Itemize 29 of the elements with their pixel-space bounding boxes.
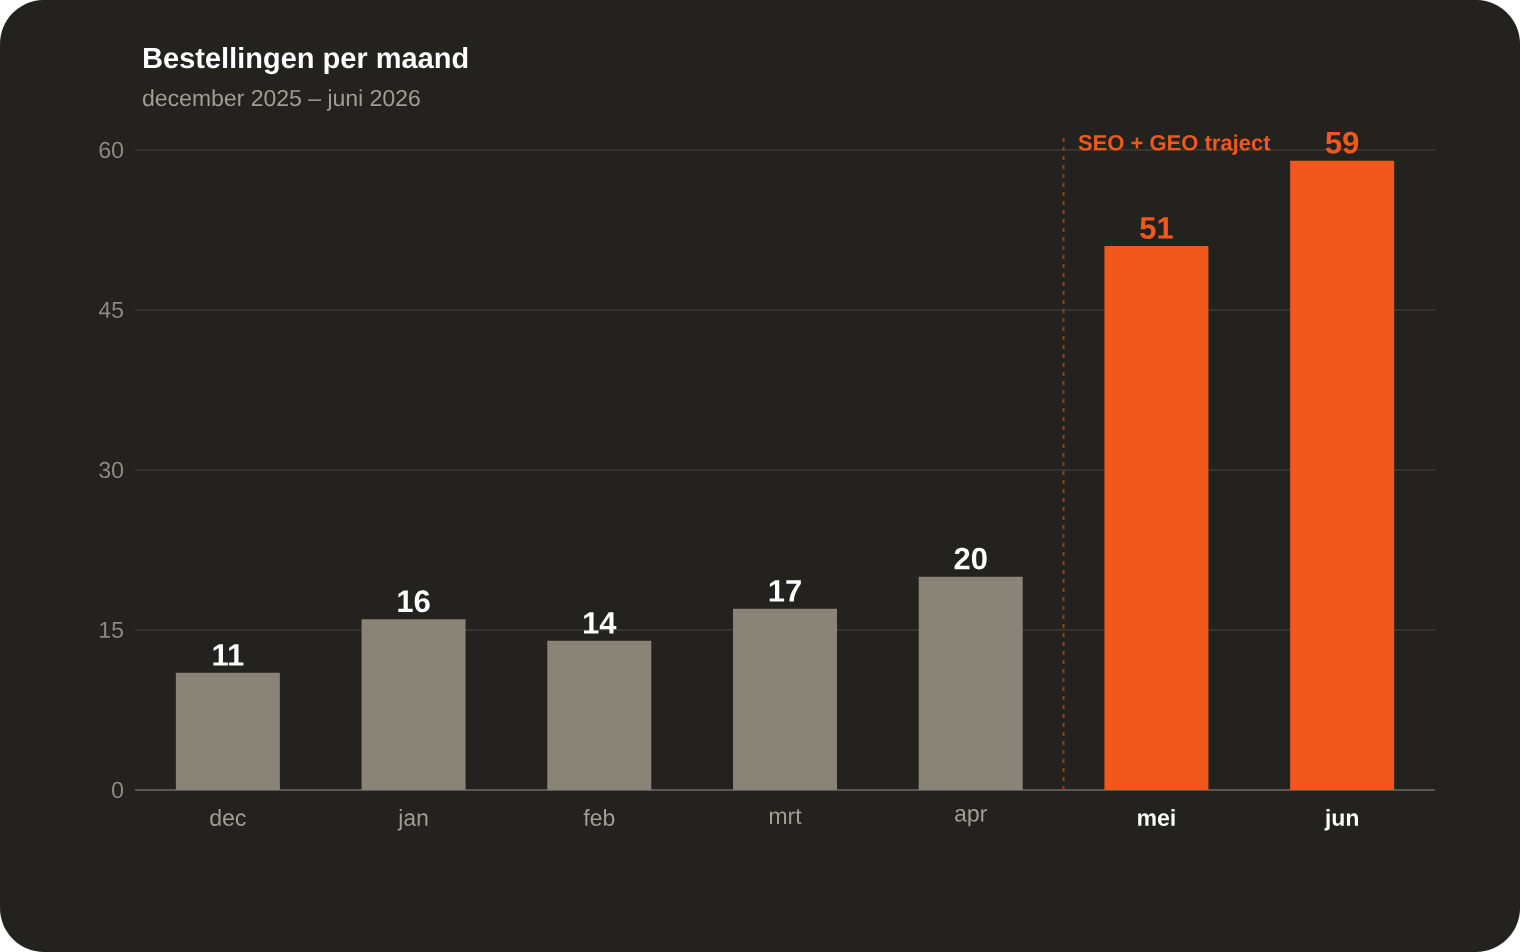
- y-tick-label: 0: [112, 781, 124, 799]
- y-tick-label: 30: [99, 461, 124, 479]
- x-tick-label: feb: [583, 809, 615, 826]
- data-label: 17: [769, 580, 801, 602]
- chart-subtitle: december 2025 – juni 2026: [143, 89, 420, 111]
- x-tick-label: dec: [210, 809, 246, 826]
- x-tick-label: jan: [397, 809, 428, 831]
- y-tick-label: 15: [100, 621, 123, 638]
- x-tick-label: jun: [1324, 809, 1358, 831]
- x-tick-label: mei: [1138, 809, 1175, 826]
- data-label: 14: [583, 612, 617, 634]
- bar: [733, 608, 837, 790]
- data-label: 59: [1325, 131, 1359, 154]
- chart-title: Bestellingen per maand: [144, 46, 468, 75]
- data-label: 16: [398, 590, 430, 613]
- x-tick-label: apr: [955, 809, 987, 827]
- y-tick-label: 60: [99, 141, 124, 159]
- ref-line-label: SEO + GEO traject: [1078, 134, 1271, 155]
- bar: [175, 672, 280, 790]
- data-label: 20: [954, 547, 987, 570]
- bar: [361, 619, 466, 790]
- bar: [918, 576, 1023, 790]
- y-tick-label: 45: [98, 301, 123, 319]
- data-label: 51: [1140, 217, 1173, 239]
- bar: [1104, 245, 1209, 790]
- bar: [547, 640, 652, 790]
- x-tick-label: mrt: [769, 809, 802, 825]
- bar: [1290, 160, 1395, 790]
- data-label: 11: [213, 644, 244, 666]
